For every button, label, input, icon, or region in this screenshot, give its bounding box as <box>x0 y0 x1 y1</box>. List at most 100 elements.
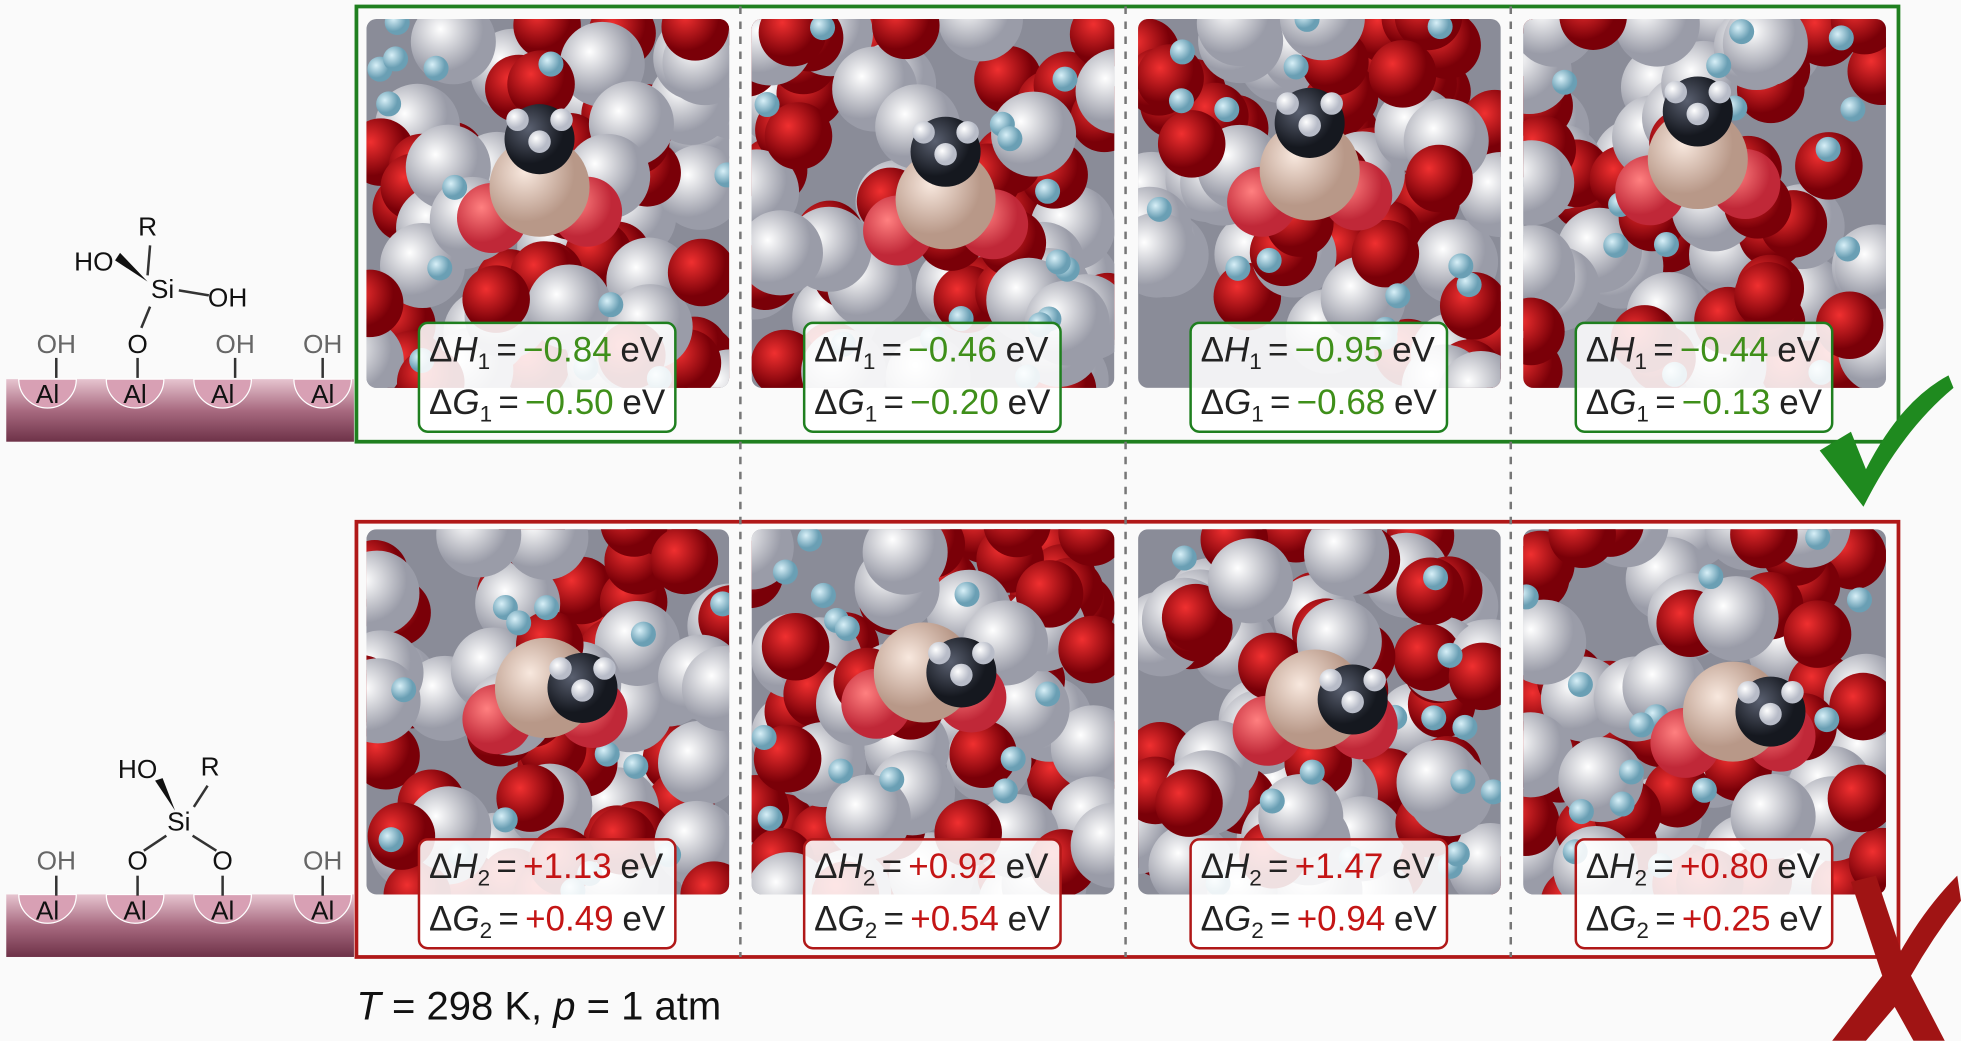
hydrogen-atom <box>810 15 835 40</box>
hydrogen-atom <box>391 677 416 702</box>
symbol: H <box>838 847 864 886</box>
hydrogen-atom <box>955 582 980 607</box>
wedge-bond <box>115 253 148 282</box>
oxygen-atom <box>1829 673 1897 741</box>
oxygen-atom <box>1155 769 1223 837</box>
delta: Δ <box>429 383 452 422</box>
hydrogen-atom <box>1603 233 1628 258</box>
bond <box>179 290 209 295</box>
mol-hydrogen <box>1298 114 1321 137</box>
value: +1.47 <box>1295 847 1384 886</box>
mol-hydrogen <box>1276 92 1299 115</box>
atom-label: Al <box>311 379 334 409</box>
delta: Δ <box>1201 383 1224 422</box>
hydrogen-atom <box>383 46 408 71</box>
oxygen-atom <box>1058 499 1126 567</box>
subscript: 2 <box>1251 918 1264 943</box>
hydrogen-atom <box>1001 746 1026 771</box>
hydrogen-atom <box>1225 256 1250 281</box>
symbol: G <box>1224 900 1251 939</box>
delta: Δ <box>814 900 837 939</box>
bond <box>194 786 208 807</box>
hydrogen-atom <box>879 767 904 792</box>
hydrogen-atom <box>1835 236 1860 261</box>
subscript: 1 <box>863 349 876 374</box>
symbol: G <box>1609 383 1636 422</box>
hydrogen-atom <box>623 754 648 779</box>
hydrogen-atom <box>714 162 739 187</box>
value: −0.46 <box>908 331 997 370</box>
unit: eV <box>1394 383 1437 422</box>
equals: = <box>1655 383 1675 422</box>
delta: Δ <box>1201 331 1224 370</box>
subscript: 1 <box>1636 402 1649 427</box>
energy-line: ΔG1=−0.13eV <box>1586 383 1823 427</box>
subscript: 1 <box>1634 349 1647 374</box>
subscript: 1 <box>1249 349 1262 374</box>
oxygen-atom <box>680 861 748 929</box>
aluminium-atom <box>1723 1 1808 86</box>
delta: Δ <box>1586 383 1609 422</box>
atom-label: O <box>127 329 147 359</box>
hydrogen-atom <box>1481 779 1506 804</box>
oxygen-atom <box>1369 40 1437 108</box>
hydrogen-atom <box>1654 232 1679 257</box>
row: ΔH1=−0.84eVΔG1=−0.50eVΔH1=−0.46eVΔG1=−0.… <box>6 0 1923 442</box>
hydrogen-atom <box>811 583 836 608</box>
hydrogen-atom <box>828 759 853 784</box>
hydrogen-atom <box>1629 712 1654 737</box>
hydrogen-atom <box>758 806 783 831</box>
atom-label: Al <box>211 379 234 409</box>
hydrogen-atom <box>1035 179 1060 204</box>
value: +1.13 <box>523 847 612 886</box>
oxygen-atom <box>1548 500 1616 568</box>
subscript: 2 <box>865 918 878 943</box>
mol-hydrogen <box>1319 669 1342 692</box>
hydrogen-atom <box>1147 197 1172 222</box>
hydrogen-atom <box>1295 7 1320 32</box>
value: +0.49 <box>525 900 614 939</box>
atom-label: OH <box>303 329 342 359</box>
hydrogen-atom <box>427 255 452 280</box>
aluminium-atom <box>738 210 823 295</box>
bond <box>193 836 217 851</box>
delta: Δ <box>1586 847 1609 886</box>
equals: = <box>1270 383 1290 422</box>
mol-hydrogen <box>593 657 616 680</box>
hydrogen-atom <box>710 591 735 616</box>
aluminium-atom <box>1114 213 1199 298</box>
mol-hydrogen <box>571 679 594 702</box>
value: +0.94 <box>1297 900 1386 939</box>
aluminium-atom <box>334 551 419 636</box>
subscript: 2 <box>478 866 491 891</box>
pressure: = 1 atm <box>576 985 722 1029</box>
subscript: 1 <box>865 402 878 427</box>
symbol: G <box>1224 383 1251 422</box>
hydrogen-atom <box>1729 19 1754 44</box>
aluminium-atom <box>411 0 496 84</box>
aluminium-atom <box>1490 225 1575 310</box>
delta: Δ <box>429 331 452 370</box>
mol-hydrogen <box>549 657 572 680</box>
mol-hydrogen <box>1687 103 1710 126</box>
equals: = <box>498 383 518 422</box>
atom-label: OH <box>37 845 76 875</box>
atom-label: Al <box>311 895 334 925</box>
hydrogen-atom <box>1452 715 1477 740</box>
hydrogen-atom <box>1514 584 1539 609</box>
unit: eV <box>622 900 665 939</box>
symbol: H <box>1224 847 1250 886</box>
equals: = <box>1653 847 1673 886</box>
value: −0.44 <box>1680 331 1769 370</box>
hydrogen-atom <box>376 91 401 116</box>
oxygen-atom <box>1497 298 1565 366</box>
hydrogen-atom <box>1421 705 1446 730</box>
unit: eV <box>1392 847 1435 886</box>
hydrogen-atom <box>1035 681 1060 706</box>
hydrogen-atom <box>1052 67 1077 92</box>
delta: Δ <box>814 331 837 370</box>
hydrogen-atom <box>1829 25 1854 50</box>
figure: ΔH1=−0.84eVΔG1=−0.50eVΔH1=−0.46eVΔG1=−0.… <box>0 0 1961 1041</box>
oxygen-atom <box>1828 765 1896 833</box>
mol-hydrogen <box>1320 92 1343 115</box>
